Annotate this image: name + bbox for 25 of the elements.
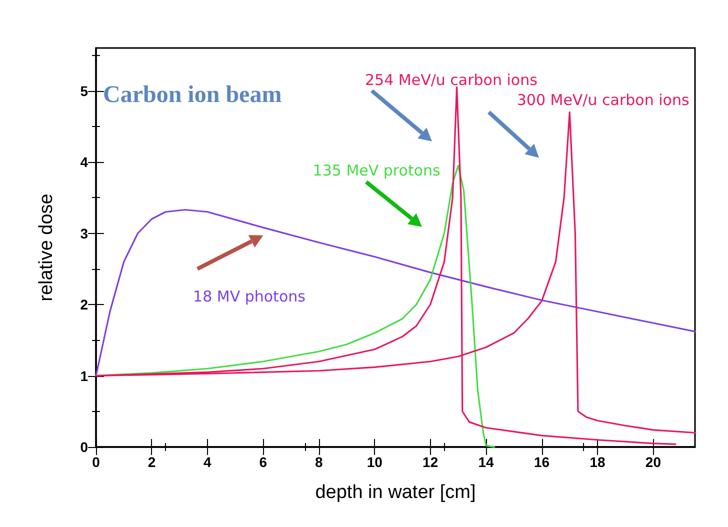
y-tick-label: 1 [80,368,88,384]
x-tick-label: 12 [422,454,438,470]
y-tick-label: 4 [80,154,88,170]
y-tick-label: 0 [80,439,88,455]
y-tick-label: 3 [80,225,88,242]
text: 18 MV photons [193,288,306,306]
x-tick-label: 2 [148,454,156,470]
x-tick-label: 8 [314,454,323,470]
x-tick-label: 20 [645,454,662,470]
line-series [95,208,696,377]
x-tick-label: 18 [590,454,606,470]
text: 300 MeV/u carbon ions [516,91,690,110]
x-tick-label: 0 [92,454,100,470]
x-tick-label: 10 [366,454,383,470]
y-tick-label: 5 [80,82,88,99]
x-tick-label: 4 [204,454,212,470]
text: Carbon ion beam [103,82,282,108]
series-label: 254 MeV/u carbon ions [365,71,538,90]
y-tick-label: 2 [80,296,88,312]
x-tick-label: 16 [534,454,550,470]
x-axis-title: depth in water [cm] [315,482,476,503]
x-tick-label: 6 [259,454,268,470]
y-axis-title: relative dose [36,194,57,302]
x-tick-label: 14 [478,454,494,470]
series-label: 135 MeV protons [312,162,440,180]
